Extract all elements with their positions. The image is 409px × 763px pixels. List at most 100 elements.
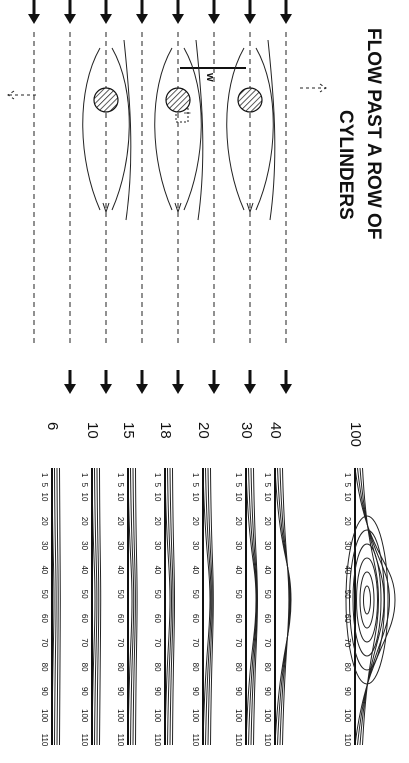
axis-tick-label: 60 [153,614,162,623]
axis-tick-label: 1 [263,473,272,478]
axis-tick-label: 90 [343,687,352,696]
figure: FLOW PAST A ROW OF CYLINDERS w l 1001510… [0,0,409,763]
axis-tick-label: 1 [153,473,162,478]
flow-arrow-head [280,384,292,394]
axis-tick-label: 60 [191,614,200,623]
axis-tick-label: 30 [80,541,89,550]
streamline [124,40,131,220]
axis-tick-label: 80 [116,663,125,672]
axis-tick-label: 10 [116,493,125,502]
panel-label: 20 [195,422,212,439]
axis-tick-label: 30 [153,541,162,550]
flow-arrow-head [172,14,184,24]
axis-tick-label: 80 [80,663,89,672]
axis-tick-label: 70 [263,638,272,647]
axis-tick-label: 40 [116,565,125,574]
axis-tick-label: 50 [234,590,243,599]
axis-tick-label: 20 [234,517,243,526]
axis-tick-label: 90 [191,687,200,696]
flow-arrow-head [136,14,148,24]
axis-tick-label: 60 [80,614,89,623]
axis-tick-label: 70 [153,638,162,647]
axis-tick-label: 110 [153,734,162,747]
axis-tick-label: 40 [40,565,49,574]
closed-streamline [364,586,371,614]
axis-tick-label: 10 [263,493,272,502]
length-label: l [182,112,192,114]
flow-arrow-head [100,384,112,394]
title-line: FLOW PAST A ROW OF [363,28,384,239]
axis-tick-label: 20 [343,517,352,526]
axis-tick-label: 50 [80,590,89,599]
axis-tick-label: 70 [343,638,352,647]
axis-tick-label: 80 [40,663,49,672]
closed-streamline [353,544,381,656]
panel-label: 40 [267,422,284,439]
axis-tick-label: 30 [234,541,243,550]
axis-tick-label: 20 [80,517,89,526]
axis-tick-label: 10 [40,493,49,502]
axis-tick-label: 80 [191,663,200,672]
axis-tick-label: 110 [343,734,352,747]
page: FLOW PAST A ROW OF CYLINDERS w l 1001510… [0,0,409,763]
streamline [83,48,100,210]
axis-tick-label: 110 [191,734,200,747]
axis-tick-label: 40 [80,565,89,574]
axis-tick-label: 50 [40,590,49,599]
axis-tick-label: 90 [80,687,89,696]
flow-arrow-head [100,14,112,24]
axis-tick-label: 40 [191,565,200,574]
closed-streamline [360,572,374,628]
axis-tick-label: 1 [191,473,200,478]
flow-arrow-head [208,384,220,394]
axis-tick-label: 70 [191,638,200,647]
axis-tick-label: 80 [153,663,162,672]
title-line: CYLINDERS [335,110,356,220]
streamline [155,48,172,210]
axis-tick-label: 50 [191,590,200,599]
axis-tick-label: 60 [263,614,272,623]
cylinder [94,88,118,112]
axis-tick-label: 100 [153,709,162,723]
axis-tick-label: 10 [80,493,89,502]
axis-tick-label: 1 [116,473,125,478]
axis-tick-label: 50 [263,590,272,599]
axis-tick-label: 90 [234,687,243,696]
streamline [60,468,61,745]
side-arrow [300,84,326,92]
axis-tick-label: 5 [40,483,49,488]
axis-tick-label: 10 [234,493,243,502]
axis-tick-label: 20 [153,517,162,526]
flow-arrow-head [244,14,256,24]
axis-tick-label: 5 [153,483,162,488]
streamline [280,468,290,745]
axis-tick-label: 110 [40,734,49,747]
panel-label: 18 [157,422,174,439]
axis-tick-label: 5 [263,483,272,488]
side-arrow [8,91,36,99]
axis-tick-label: 10 [153,493,162,502]
axis-tick-label: 90 [153,687,162,696]
panel-label: 10 [84,422,101,439]
axis-tick-label: 30 [263,541,272,550]
axis-tick-label: 10 [343,493,352,502]
panel-label: 6 [44,422,61,430]
axis-tick-label: 70 [80,638,89,647]
streamline [283,468,289,745]
axis-tick-label: 20 [263,517,272,526]
axis-tick-label: 30 [40,541,49,550]
flow-arrow-head [136,384,148,394]
axis-tick-label: 60 [40,614,49,623]
flow-arrow-head [244,384,256,394]
axis-tick-label: 10 [191,493,200,502]
panel-label: 15 [120,422,137,439]
axis-tick-label: 70 [234,638,243,647]
axis-tick-label: 50 [116,590,125,599]
cylinder [166,88,190,112]
axis-tick-label: 100 [80,709,89,723]
axis-tick-label: 50 [343,590,352,599]
streamline [227,48,244,210]
axis-tick-label: 40 [263,565,272,574]
flow-arrow-head [64,384,76,394]
flow-arrow-head [28,14,40,24]
